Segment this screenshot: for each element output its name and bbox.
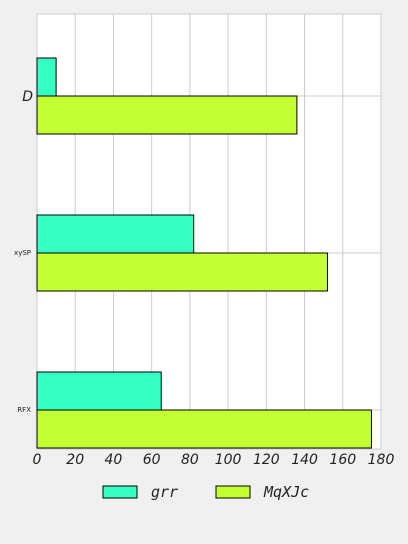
bar-grr-xysp bbox=[36, 214, 195, 254]
category-label-d: D bbox=[22, 89, 33, 105]
x-tick-label-40: 40 bbox=[105, 452, 123, 468]
x-tick-label-140: 140 bbox=[291, 452, 318, 468]
legend-swatch-grr bbox=[102, 485, 138, 499]
x-tick-label-100: 100 bbox=[215, 452, 242, 468]
category-label-xysp: xySP bbox=[14, 249, 31, 257]
category-label-rfx: RFX bbox=[17, 406, 31, 414]
x-tick-labels: 0 20 40 60 80 100 120 140 160 180 bbox=[33, 452, 395, 468]
legend: grr MqXJc bbox=[102, 483, 309, 501]
legend-swatch-mqxjc bbox=[215, 485, 251, 499]
x-tick-label-160: 160 bbox=[329, 452, 356, 468]
bars bbox=[36, 57, 372, 449]
bar-grr-d bbox=[36, 57, 57, 97]
bar-mqxjc-rfx bbox=[36, 409, 372, 449]
bar-mqxjc-d bbox=[36, 95, 298, 135]
bar-grr-rfx bbox=[36, 371, 162, 411]
x-tick-label-120: 120 bbox=[253, 452, 280, 468]
legend-label-mqxjc: MqXJc bbox=[263, 483, 309, 501]
x-tick-label-180: 180 bbox=[368, 452, 395, 468]
legend-label-grr: grr bbox=[151, 483, 178, 501]
x-tick-label-80: 80 bbox=[181, 452, 199, 468]
bar-mqxjc-xysp bbox=[36, 252, 328, 292]
x-tick-label-60: 60 bbox=[143, 452, 161, 468]
x-tick-label-0: 0 bbox=[33, 452, 42, 468]
x-tick-label-20: 20 bbox=[66, 452, 84, 468]
